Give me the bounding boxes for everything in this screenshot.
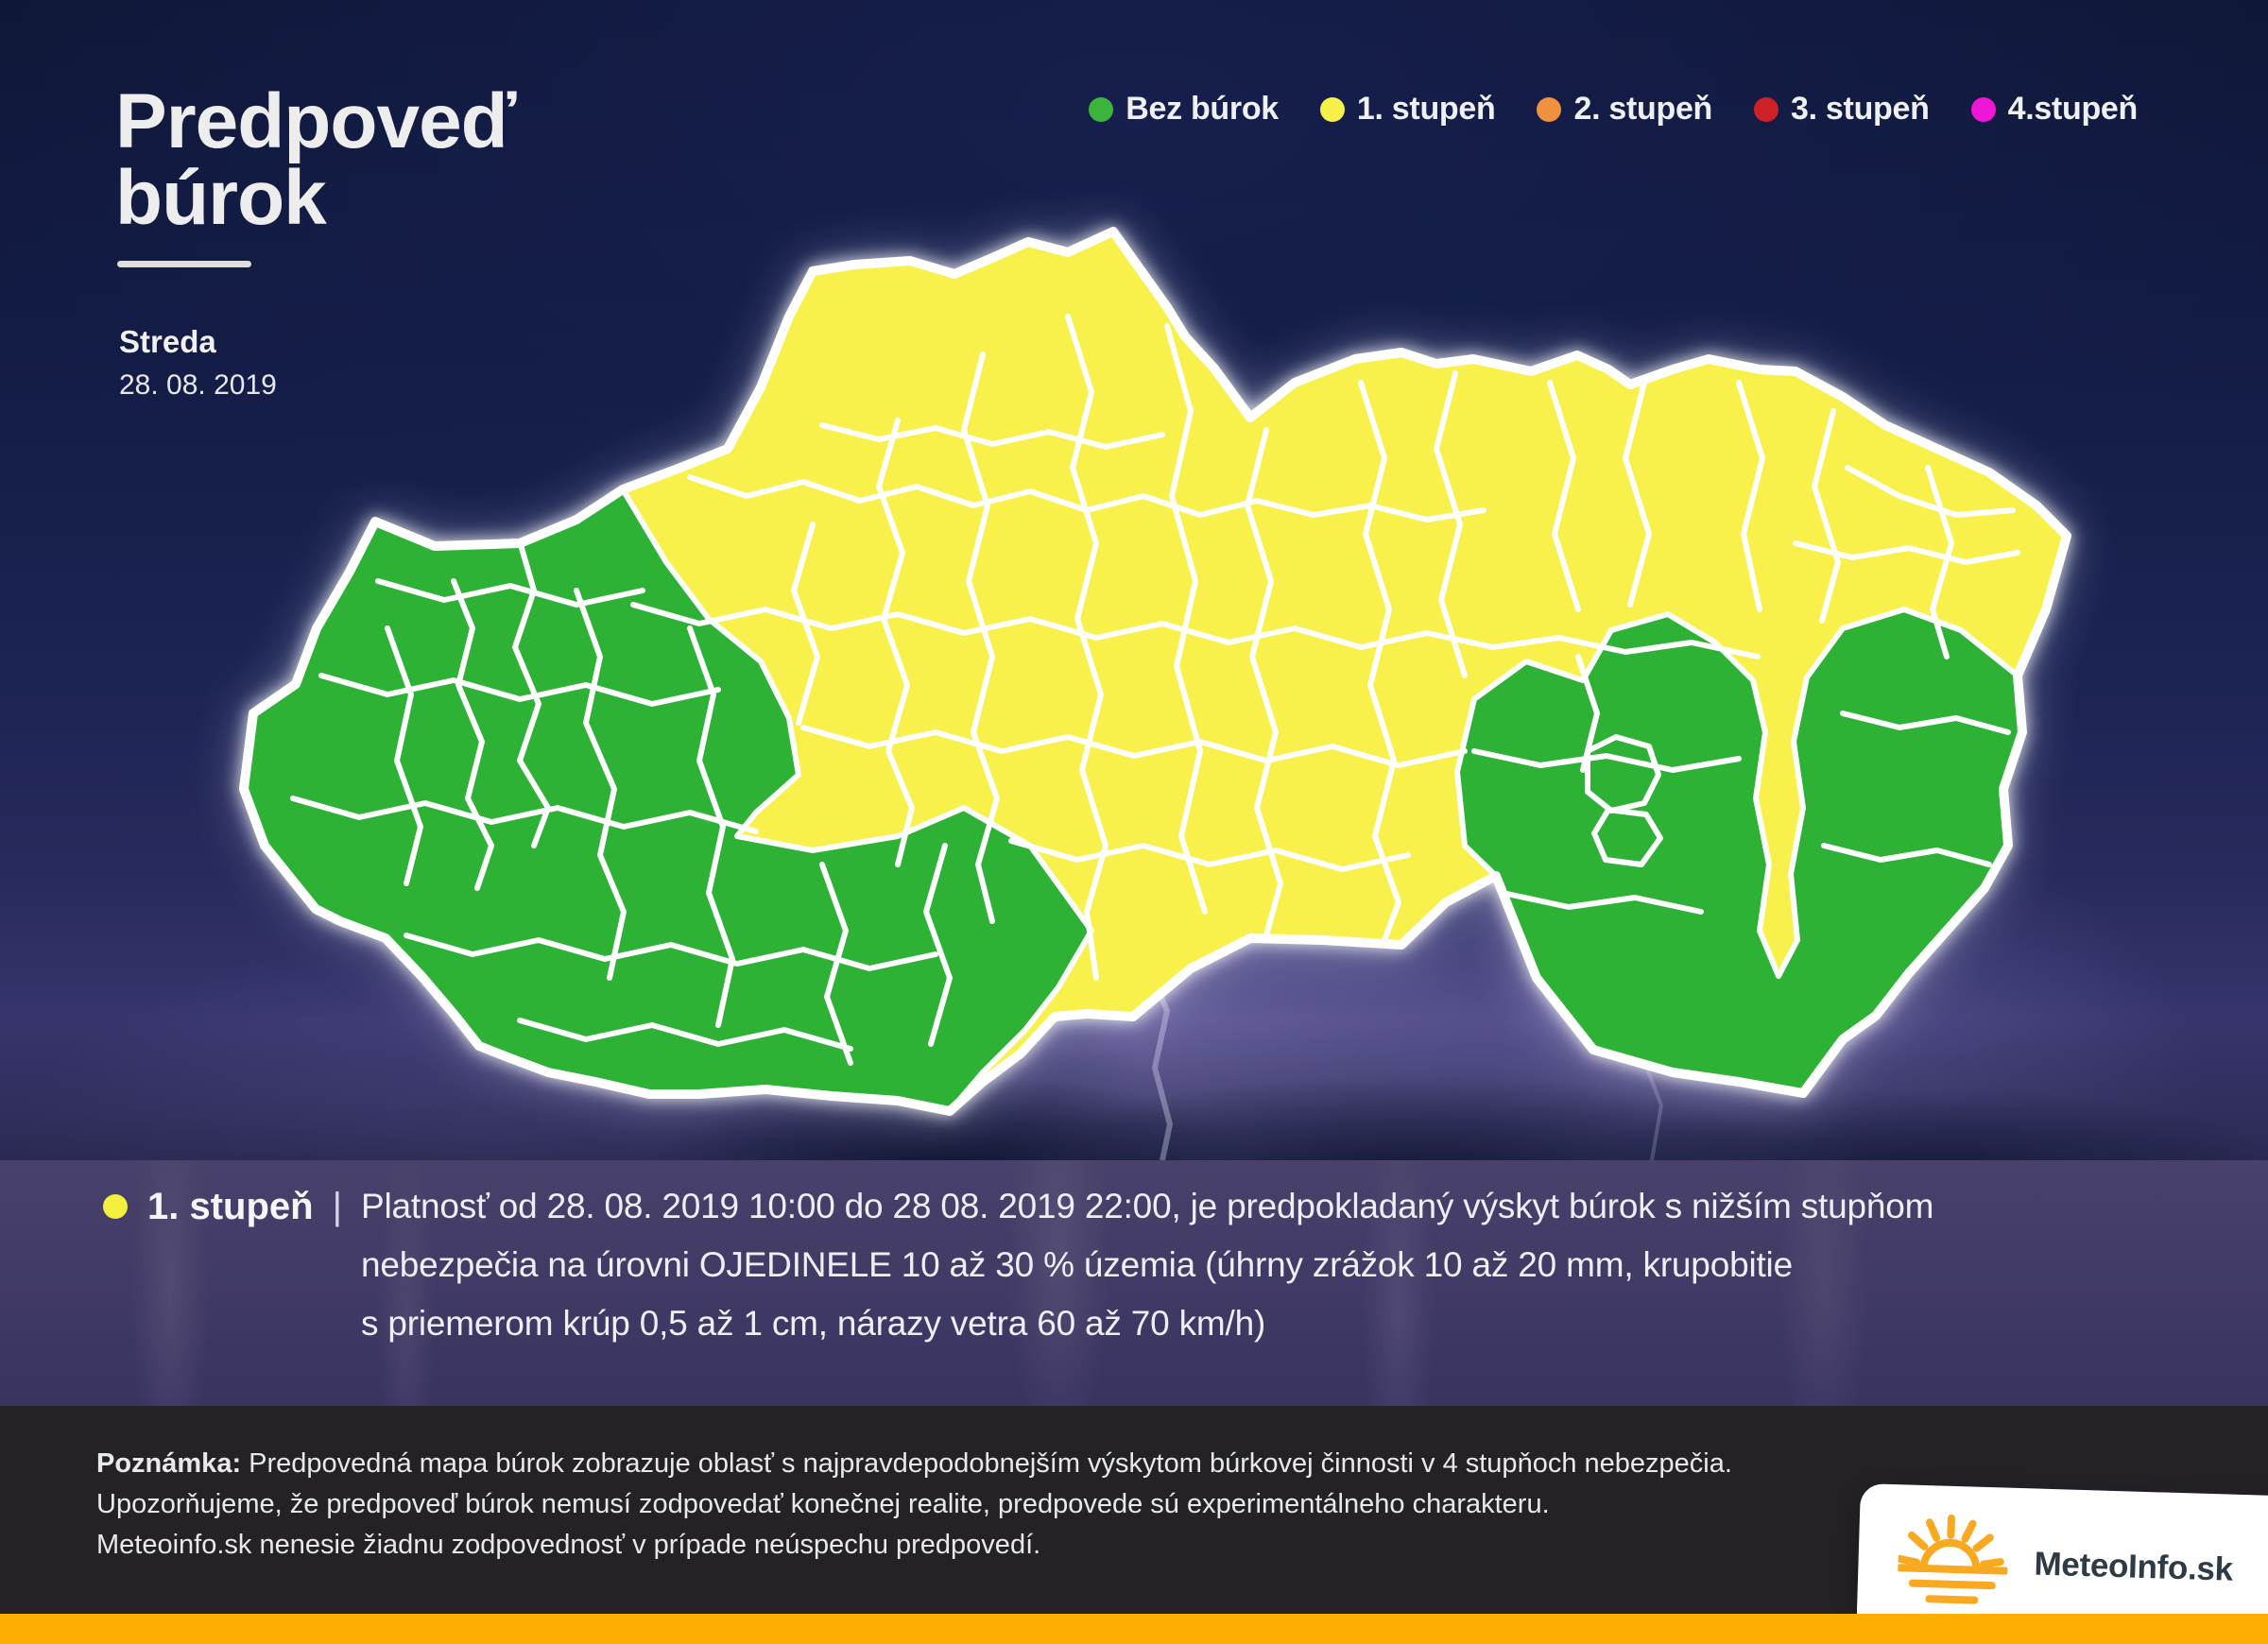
forecast-day: Streda	[119, 324, 216, 359]
alert-divider: |	[332, 1186, 342, 1227]
bottom-accent-bar	[0, 1614, 2268, 1644]
legend-dot-yellow	[1319, 96, 1345, 122]
legend-dot-red	[1754, 96, 1779, 122]
legend-dot-orange	[1537, 96, 1562, 122]
legend-dot-green	[1089, 96, 1114, 122]
alert-description-band: 1. stupeň | Platnosť od 28. 08. 2019 10:…	[0, 1160, 2268, 1406]
alert-text-line2: nebezpečia na úrovni OJEDINELE 10 až 30 …	[360, 1245, 1793, 1284]
title-underline	[117, 261, 251, 267]
page-title-line1: Predpoveď	[115, 78, 517, 164]
alert-description-text: Platnosť od 28. 08. 2019 10:00 do 28 08.…	[361, 1177, 1933, 1353]
district-borders	[290, 314, 2020, 1066]
legend-item-stupen-2: 2. stupeň	[1537, 91, 1712, 128]
slovakia-warning-map	[239, 227, 2071, 1116]
landscape-silhouette	[0, 1019, 2268, 1160]
legend-item-stupen-3: 3. stupeň	[1754, 91, 1930, 128]
alert-level-label: 1. stupeň	[147, 1186, 314, 1227]
alert-level-bullet	[103, 1194, 128, 1219]
logo-text: MeteoInfo.sk	[2033, 1545, 2234, 1588]
note-line2: Upozorňujeme, že predpoveď búrok nemusí …	[96, 1489, 1550, 1519]
disclaimer-note: Poznámka: Predpovedná mapa búrok zobrazu…	[96, 1444, 1732, 1566]
legend-item-bez-burok: Bez búrok	[1089, 91, 1279, 128]
note-label: Poznámka:	[96, 1448, 242, 1479]
sunrise-icon	[1897, 1514, 2010, 1604]
note-line3: Meteoinfo.sk nenesie žiadnu zodpovednosť…	[96, 1530, 1041, 1560]
page-title-line2: búrok	[115, 155, 327, 241]
forecast-date: 28. 08. 2019	[119, 369, 277, 401]
alert-text-line3: s priemerom krúp 0,5 až 1 cm, nárazy vet…	[360, 1304, 1266, 1343]
note-line1: Poznámka: Predpovedná mapa búrok zobrazu…	[96, 1448, 1732, 1479]
page-title: Predpoveď búrok	[115, 78, 517, 241]
alert-text-line1: Platnosť od 28. 08. 2019 10:00 do 28 08.…	[360, 1187, 1934, 1225]
country-outline	[239, 227, 2071, 1116]
alert-row: 1. stupeň | Platnosť od 28. 08. 2019 10:…	[103, 1183, 1933, 1353]
meteoinfo-logo-card[interactable]: MeteoInfo.sk	[1856, 1483, 2268, 1644]
legend-dot-magenta	[1970, 96, 1996, 122]
legend-item-stupen-1: 1. stupeň	[1319, 91, 1496, 128]
legend-item-stupen-4: 4.stupeň	[1970, 91, 2138, 128]
warning-level-legend: Bez búrok 1. stupeň 2. stupeň 3. stupeň …	[1089, 91, 2138, 128]
